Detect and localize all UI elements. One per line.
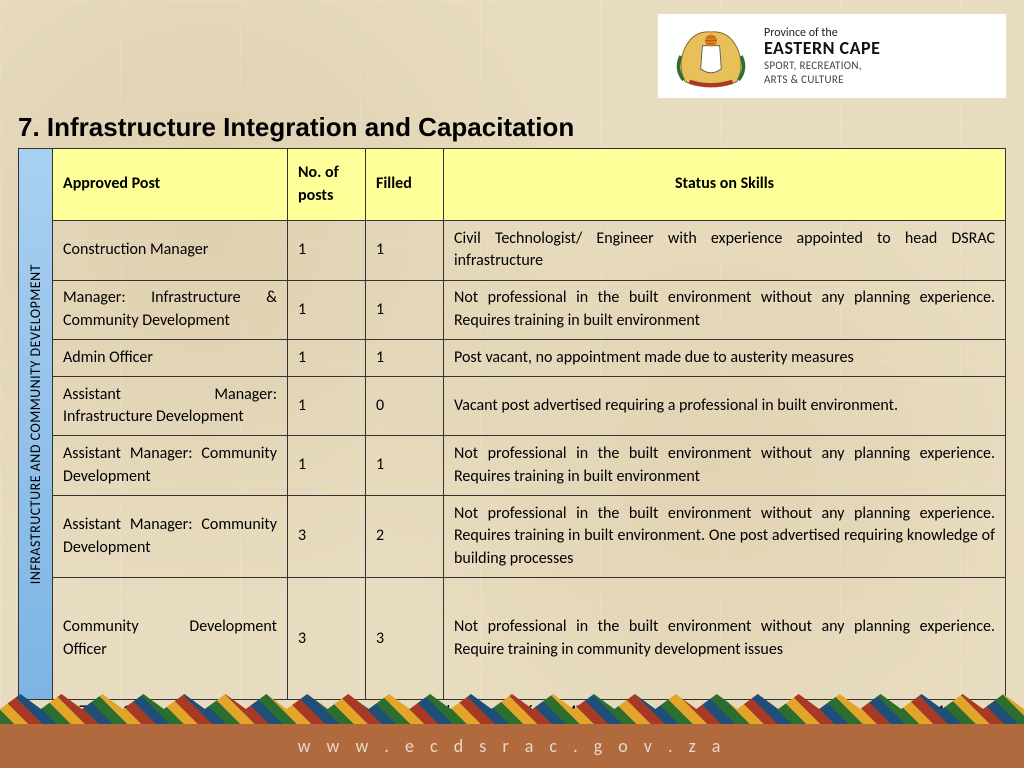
cell-post: Assistant Manager: Infrastructure Develo… (53, 376, 288, 436)
cell-filled: 3 (366, 578, 444, 700)
cell-num: 1 (288, 376, 366, 436)
table-row: Manager: Infrastructure & Community Deve… (53, 280, 1006, 340)
table-row: Construction Manager11Civil Technologist… (53, 221, 1006, 281)
cell-filled: 2 (366, 495, 444, 578)
decorative-border-icon (0, 694, 1024, 724)
table-row: Assistant Manager: Infrastructure Develo… (53, 376, 1006, 436)
cell-filled: 1 (366, 340, 444, 376)
footer: 27-Sep-24 Budget for 2016/17 MTEF 16 w w… (0, 694, 1024, 768)
posts-table: Approved Post No. of posts Filled Status… (52, 148, 1006, 700)
col-header-post: Approved Post (53, 149, 288, 221)
cell-post: Assistant Manager: Community Development (53, 495, 288, 578)
logo-line3a: SPORT, RECREATION, (764, 60, 880, 72)
table-side-label: INFRASTRUCTURE AND COMMUNITY DEVELOPMENT (18, 148, 52, 700)
cell-num: 1 (288, 221, 366, 281)
cell-post: Community Development Officer (53, 578, 288, 700)
footer-url-bar: w w w . e c d s r a c . g o v . z a (0, 724, 1024, 768)
cell-status: Not professional in the built environmen… (444, 280, 1006, 340)
cell-filled: 1 (366, 436, 444, 496)
logo-text: Province of the EASTERN CAPE SPORT, RECR… (764, 27, 880, 86)
cell-num: 3 (288, 578, 366, 700)
table-row: Community Development Officer33Not profe… (53, 578, 1006, 700)
cell-num: 3 (288, 495, 366, 578)
cell-status: Not professional in the built environmen… (444, 495, 1006, 578)
cell-status: Vacant post advertised requiring a profe… (444, 376, 1006, 436)
cell-post: Construction Manager (53, 221, 288, 281)
col-header-filled: Filled (366, 149, 444, 221)
table-container: INFRASTRUCTURE AND COMMUNITY DEVELOPMENT… (18, 148, 1006, 700)
cell-status: Civil Technologist/ Engineer with experi… (444, 221, 1006, 281)
province-logo-block: Province of the EASTERN CAPE SPORT, RECR… (658, 14, 1006, 98)
side-label-text: INFRASTRUCTURE AND COMMUNITY DEVELOPMENT (27, 264, 44, 584)
table-row: Assistant Manager: Community Development… (53, 495, 1006, 578)
col-header-num: No. of posts (288, 149, 366, 221)
cell-filled: 1 (366, 221, 444, 281)
cell-post: Assistant Manager: Community Development (53, 436, 288, 496)
cell-status: Not professional in the built environmen… (444, 578, 1006, 700)
table-row: Admin Officer11Post vacant, no appointme… (53, 340, 1006, 376)
cell-post: Manager: Infrastructure & Community Deve… (53, 280, 288, 340)
table-header-row: Approved Post No. of posts Filled Status… (53, 149, 1006, 221)
logo-line3b: ARTS & CULTURE (764, 74, 880, 86)
footer-url: w w w . e c d s r a c . g o v . z a (298, 735, 727, 757)
col-header-status: Status on Skills (444, 149, 1006, 221)
cell-post: Admin Officer (53, 340, 288, 376)
cell-filled: 0 (366, 376, 444, 436)
cell-status: Not professional in the built environmen… (444, 436, 1006, 496)
page-title: 7. Infrastructure Integration and Capaci… (18, 112, 574, 143)
cell-status: Post vacant, no appointment made due to … (444, 340, 1006, 376)
cell-num: 1 (288, 340, 366, 376)
table-row: Assistant Manager: Community Development… (53, 436, 1006, 496)
cell-num: 1 (288, 436, 366, 496)
logo-line2: EASTERN CAPE (764, 39, 880, 58)
coat-of-arms-icon (668, 21, 754, 91)
cell-filled: 1 (366, 280, 444, 340)
cell-num: 1 (288, 280, 366, 340)
